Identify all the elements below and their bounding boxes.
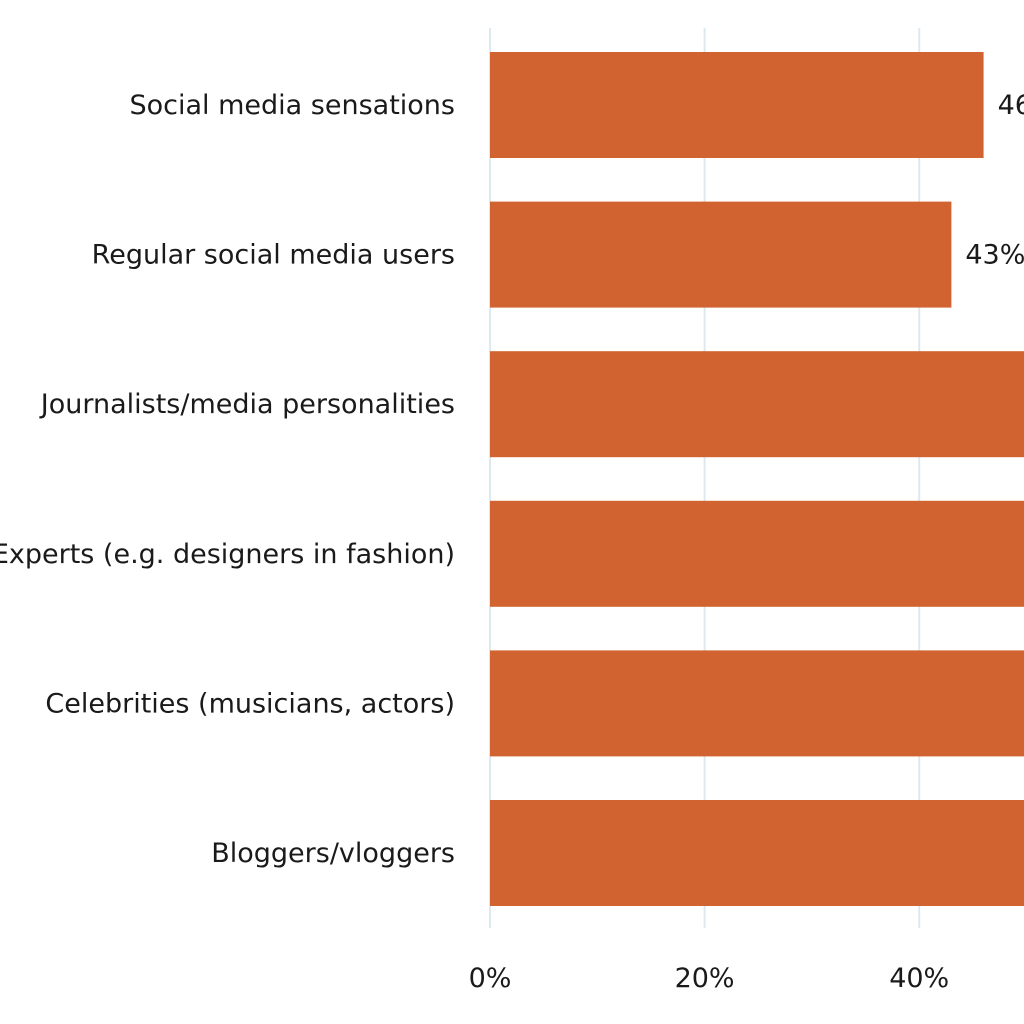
category-label: Bloggers/vloggers — [211, 838, 455, 869]
category-label: Social media sensations — [129, 90, 455, 121]
x-tick-label: 20% — [675, 963, 735, 994]
category-label: Journalists/media personalities — [39, 389, 455, 420]
bar — [490, 52, 984, 158]
data-label: 43% — [965, 240, 1024, 271]
x-tick-label: 0% — [469, 963, 512, 994]
bar — [490, 351, 1024, 458]
x-tick-label: 40% — [889, 963, 949, 994]
bar — [490, 201, 952, 308]
data-label: 46% — [998, 90, 1024, 121]
bar — [490, 500, 1024, 607]
category-label: Regular social media users — [92, 240, 455, 271]
bar — [490, 650, 1024, 757]
bar — [490, 800, 1024, 906]
category-label: Experts (e.g. designers in fashion) — [0, 539, 455, 570]
category-label: Celebrities (musicians, actors) — [45, 688, 455, 719]
